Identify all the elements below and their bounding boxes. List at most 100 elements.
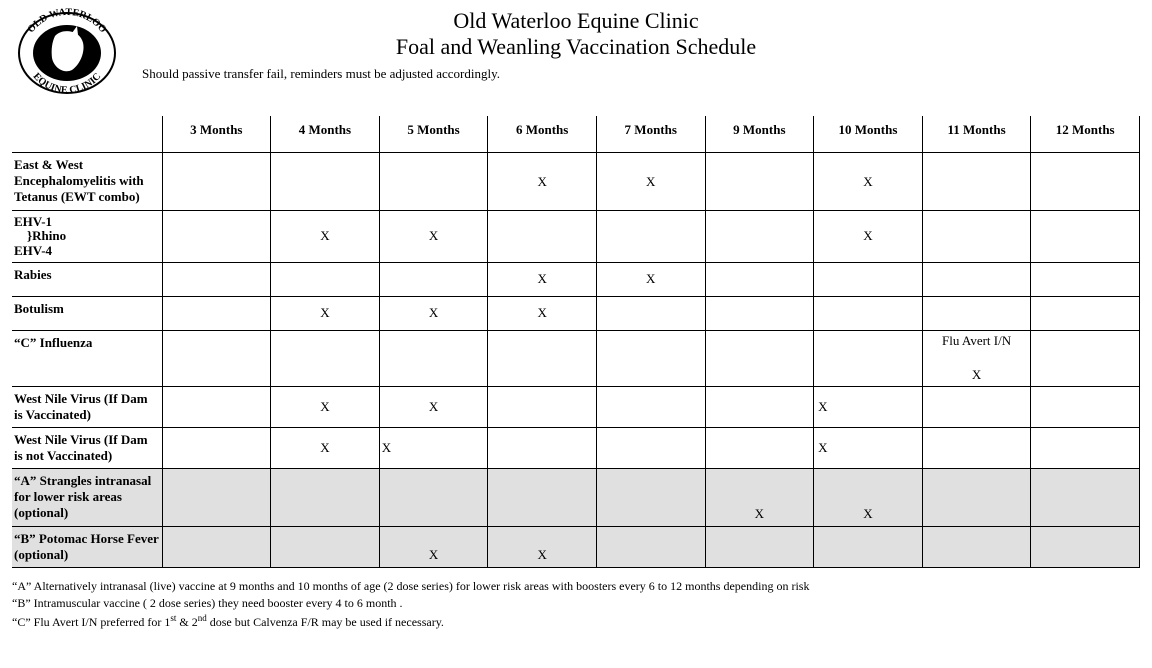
schedule-cell: X	[271, 427, 380, 468]
footnote-b: “B” Intramuscular vaccine ( 2 dose serie…	[12, 595, 1140, 611]
schedule-cell	[922, 386, 1031, 427]
schedule-cell	[271, 526, 380, 567]
schedule-cell	[814, 526, 923, 567]
schedule-cell	[488, 468, 597, 526]
row-label: East & West Encephalomyelitis with Tetan…	[12, 153, 162, 211]
schedule-cell	[162, 427, 271, 468]
column-header: 7 Months	[596, 116, 705, 153]
schedule-cell	[162, 153, 271, 211]
column-header: 10 Months	[814, 116, 923, 153]
footnote-a: “A” Alternatively intranasal (live) vacc…	[12, 578, 1140, 594]
schedule-cell	[705, 427, 814, 468]
column-header: 6 Months	[488, 116, 597, 153]
table-row: BotulismXXX	[12, 296, 1140, 330]
schedule-cell	[596, 296, 705, 330]
page-title-line1: Old Waterloo Equine Clinic	[12, 8, 1140, 34]
schedule-cell	[705, 526, 814, 567]
schedule-cell	[596, 386, 705, 427]
table-row: EHV-1 }RhinoEHV-4XXX	[12, 211, 1140, 263]
column-header: 5 Months	[379, 116, 488, 153]
page-title-line2: Foal and Weanling Vaccination Schedule	[12, 34, 1140, 60]
row-label: Rabies	[12, 262, 162, 296]
table-row: West Nile Virus (If Dam is Vaccinated)XX…	[12, 386, 1140, 427]
row-label: EHV-1 }RhinoEHV-4	[12, 211, 162, 263]
schedule-cell	[162, 468, 271, 526]
schedule-cell	[488, 386, 597, 427]
schedule-cell	[488, 330, 597, 386]
schedule-cell: X	[379, 386, 488, 427]
schedule-cell: X	[596, 153, 705, 211]
schedule-cell	[379, 330, 488, 386]
schedule-cell	[488, 211, 597, 263]
schedule-cell	[705, 330, 814, 386]
schedule-cell	[271, 262, 380, 296]
schedule-cell	[379, 468, 488, 526]
row-label: Botulism	[12, 296, 162, 330]
schedule-cell	[922, 526, 1031, 567]
row-label: “B” Potomac Horse Fever (optional)	[12, 526, 162, 567]
table-row: “B” Potomac Horse Fever (optional)XX	[12, 526, 1140, 567]
schedule-cell	[705, 211, 814, 263]
schedule-cell	[1031, 211, 1140, 263]
schedule-cell	[271, 330, 380, 386]
schedule-cell: X	[379, 427, 488, 468]
schedule-cell	[922, 427, 1031, 468]
row-label: “A” Strangles intranasal for lower risk …	[12, 468, 162, 526]
schedule-cell	[162, 262, 271, 296]
table-header-row: 3 Months4 Months5 Months6 Months7 Months…	[12, 116, 1140, 153]
schedule-cell	[705, 153, 814, 211]
schedule-cell	[1031, 330, 1140, 386]
schedule-cell	[271, 153, 380, 211]
schedule-cell	[488, 427, 597, 468]
schedule-cell: X	[488, 526, 597, 567]
schedule-cell	[379, 262, 488, 296]
schedule-cell: X	[271, 296, 380, 330]
clinic-logo: OLD WATERLOO EQUINE CLINIC	[12, 8, 122, 98]
schedule-cell	[922, 153, 1031, 211]
schedule-cell	[705, 296, 814, 330]
schedule-cell	[1031, 262, 1140, 296]
column-header: 4 Months	[271, 116, 380, 153]
header-subnote: Should passive transfer fail, reminders …	[142, 66, 1140, 82]
schedule-cell	[814, 296, 923, 330]
table-row: East & West Encephalomyelitis with Tetan…	[12, 153, 1140, 211]
schedule-cell	[1031, 296, 1140, 330]
schedule-cell	[1031, 153, 1140, 211]
schedule-cell	[922, 296, 1031, 330]
schedule-cell	[162, 296, 271, 330]
column-header: 11 Months	[922, 116, 1031, 153]
schedule-cell: X	[488, 153, 597, 211]
schedule-cell	[596, 330, 705, 386]
schedule-cell: X	[814, 386, 923, 427]
schedule-cell	[814, 330, 923, 386]
table-corner	[12, 116, 162, 153]
schedule-cell: Flu Avert I/NX	[922, 330, 1031, 386]
schedule-cell	[814, 262, 923, 296]
table-row: West Nile Virus (If Dam is not Vaccinate…	[12, 427, 1140, 468]
schedule-cell	[922, 211, 1031, 263]
schedule-cell: X	[705, 468, 814, 526]
schedule-cell: X	[379, 296, 488, 330]
table-row: “A” Strangles intranasal for lower risk …	[12, 468, 1140, 526]
schedule-cell: X	[488, 262, 597, 296]
schedule-cell	[162, 386, 271, 427]
schedule-cell: X	[271, 211, 380, 263]
column-header: 9 Months	[705, 116, 814, 153]
schedule-cell	[705, 386, 814, 427]
schedule-cell: X	[814, 211, 923, 263]
schedule-cell: X	[814, 427, 923, 468]
schedule-cell: X	[271, 386, 380, 427]
row-label: West Nile Virus (If Dam is not Vaccinate…	[12, 427, 162, 468]
schedule-cell: X	[379, 211, 488, 263]
schedule-cell: X	[814, 153, 923, 211]
vaccination-schedule-table: 3 Months4 Months5 Months6 Months7 Months…	[12, 116, 1140, 568]
schedule-cell	[1031, 468, 1140, 526]
schedule-cell	[596, 211, 705, 263]
schedule-cell	[162, 211, 271, 263]
schedule-cell	[705, 262, 814, 296]
table-row: RabiesXX	[12, 262, 1140, 296]
schedule-cell	[596, 468, 705, 526]
table-row: “C” InfluenzaFlu Avert I/NX	[12, 330, 1140, 386]
column-header: 12 Months	[1031, 116, 1140, 153]
schedule-cell	[379, 153, 488, 211]
